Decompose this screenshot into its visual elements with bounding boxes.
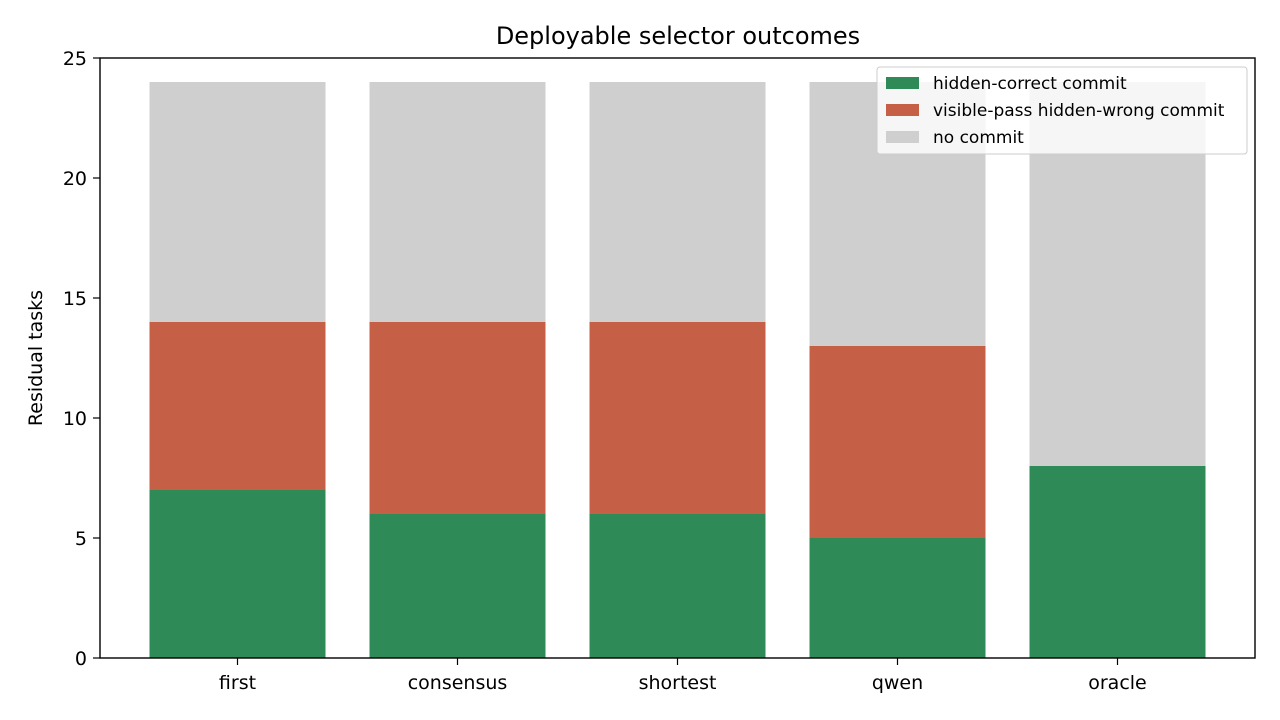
legend-label-0: hidden-correct commit [933, 74, 1127, 94]
legend-box [876, 66, 1248, 155]
x-tick-label-oracle: oracle [1088, 672, 1147, 694]
bar-first-series-0 [149, 490, 326, 658]
bar-consensus-series-1 [369, 322, 546, 514]
y-axis-label: Residual tasks [25, 290, 47, 426]
y-tick-label: 0 [75, 648, 87, 670]
bar-oracle-series-0 [1029, 466, 1206, 658]
legend-swatch-1 [886, 104, 919, 116]
y-tick-label: 15 [63, 288, 87, 310]
y-tick-label: 5 [75, 528, 87, 550]
bar-shortest-series-2 [589, 82, 766, 322]
y-axis-ticks: 0 5 10 15 20 25 [63, 48, 100, 670]
legend-swatch-0 [886, 77, 919, 89]
x-tick-label-consensus: consensus [408, 672, 508, 694]
legend: hidden-correct commit visible-pass hidden… [876, 66, 1248, 155]
bar-qwen-series-0 [809, 538, 986, 658]
bar-shortest-series-0 [589, 514, 766, 658]
chart-title: Deployable selector outcomes [496, 22, 860, 50]
bar-first-series-2 [149, 82, 326, 322]
y-tick-label: 25 [63, 48, 87, 70]
bar-first-series-1 [149, 322, 326, 490]
bar-consensus-series-2 [369, 82, 546, 322]
bar-consensus-series-0 [369, 514, 546, 658]
legend-swatch-2 [886, 131, 919, 143]
bar-qwen-series-1 [809, 346, 986, 538]
x-tick-label-qwen: qwen [872, 672, 923, 694]
legend-label-2: no commit [933, 128, 1024, 148]
x-axis-ticks: first consensus shortest qwen oracle [219, 658, 1147, 694]
y-tick-label: 10 [63, 408, 87, 430]
bars [149, 82, 1206, 658]
bar-shortest-series-1 [589, 322, 766, 514]
x-tick-label-shortest: shortest [639, 672, 717, 694]
y-tick-label: 20 [63, 168, 87, 190]
x-tick-label-first: first [219, 672, 256, 694]
legend-label-1: visible-pass hidden-wrong commit [933, 101, 1225, 121]
